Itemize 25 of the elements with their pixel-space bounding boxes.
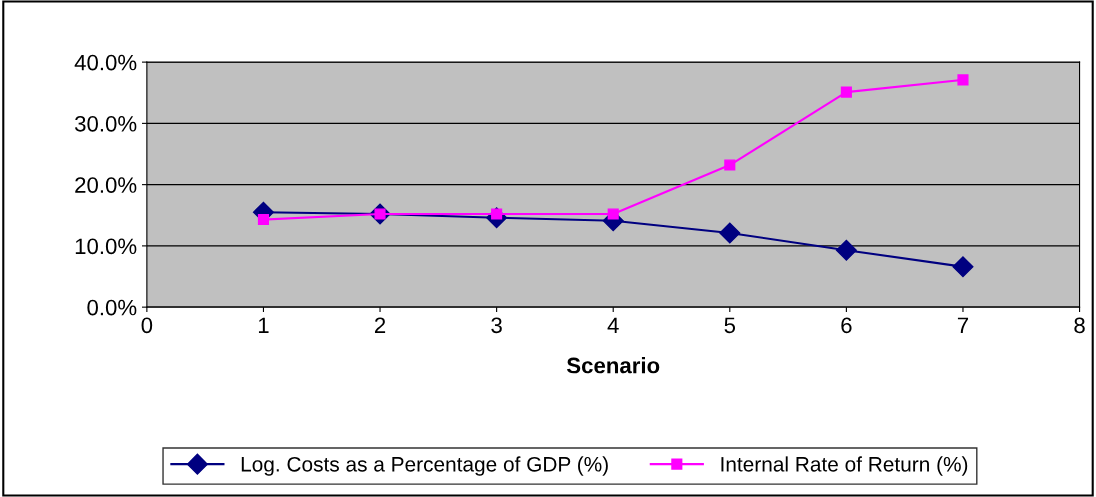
y-tick-label: 30.0%	[74, 115, 137, 132]
point	[257, 213, 270, 226]
x-tick-label: 0	[141, 317, 153, 334]
legend-label: Log. Costs as a Percentage of GDP (%)	[241, 456, 608, 476]
x-tick-label: 3	[491, 317, 502, 334]
x-tick-label: 2	[374, 317, 386, 333]
x-tick-label: 1	[258, 317, 269, 333]
point	[840, 86, 852, 98]
x-tick-label: 4	[607, 317, 619, 333]
x-axis-title: Scenario	[566, 357, 660, 374]
x-tick-label: 8	[1074, 317, 1085, 334]
point	[835, 239, 857, 261]
x-tick-label: 6	[841, 317, 852, 334]
x-tick-label: 5	[724, 317, 736, 334]
point	[607, 208, 619, 220]
point	[724, 159, 736, 171]
y-tick-label: 0.0%	[87, 299, 137, 316]
legend-label: Internal Rate of Return (%)	[721, 456, 968, 476]
x-tick-label: 7	[957, 317, 969, 333]
point	[952, 256, 974, 278]
point	[957, 74, 969, 86]
point	[719, 222, 741, 244]
y-tick-label: 10.0%	[75, 238, 137, 255]
y-tick-label: 40.0%	[74, 54, 137, 71]
y-tick-label: 20.0%	[75, 177, 137, 193]
